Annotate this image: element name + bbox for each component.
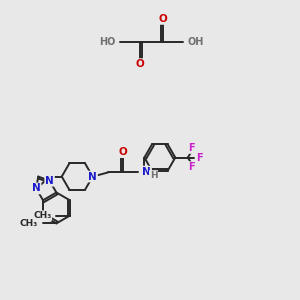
Text: CH₃: CH₃ <box>20 219 38 228</box>
Text: N: N <box>45 176 54 186</box>
Text: F: F <box>189 162 195 172</box>
Text: N: N <box>88 172 97 182</box>
Text: O: O <box>135 59 144 69</box>
Text: N: N <box>142 167 151 176</box>
Text: F: F <box>196 152 202 163</box>
Text: OH: OH <box>188 37 204 46</box>
Text: HO: HO <box>99 37 115 46</box>
Text: CH₃: CH₃ <box>33 211 51 220</box>
Text: F: F <box>189 143 195 153</box>
Text: O: O <box>159 14 168 24</box>
Text: H: H <box>150 171 158 180</box>
Text: N: N <box>32 184 40 194</box>
Text: O: O <box>118 147 127 157</box>
